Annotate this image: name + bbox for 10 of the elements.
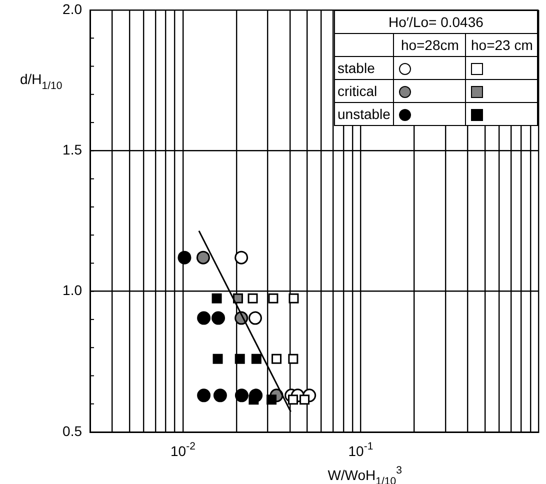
legend-title: Ho′/Lo= 0.0436	[334, 10, 538, 34]
annotation: ho=23 cm	[466, 34, 538, 56]
annotation: ho=28cm	[394, 34, 466, 56]
y-tick-label: 0.5	[62, 422, 82, 439]
legend-label: unstable	[334, 102, 394, 126]
y-tick-label: 1.0	[62, 282, 82, 298]
y-tick-label: 2.0	[62, 0, 82, 17]
legend-label: critical	[334, 80, 394, 102]
y-tick-label: 1.5	[62, 142, 82, 158]
legend-label: stable	[334, 56, 394, 80]
